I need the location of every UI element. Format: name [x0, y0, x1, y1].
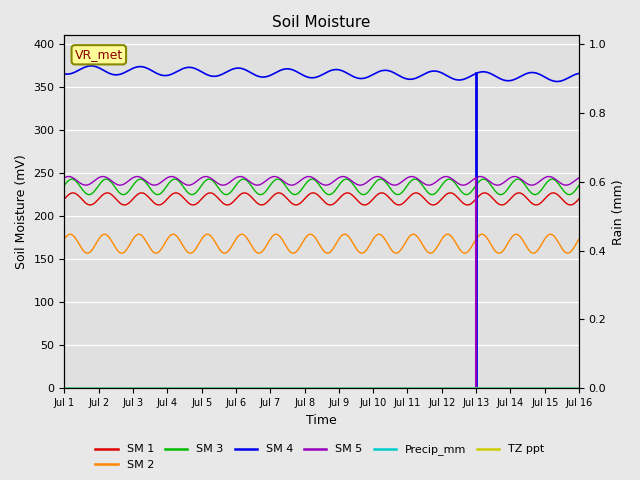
SM 1 — [100, 191, 108, 196]
SM 2 — [575, 236, 583, 242]
SM 2 — [84, 250, 92, 256]
SM 4 — [87, 63, 95, 69]
Precip_mm — [289, 385, 297, 391]
SM 4 — [299, 72, 307, 78]
Line: SM 4: SM 4 — [65, 66, 579, 82]
SM 3 — [61, 182, 68, 188]
TZ ppt — [100, 385, 108, 391]
SM 1 — [299, 198, 307, 204]
SM 5 — [280, 178, 287, 184]
SM 5 — [61, 175, 68, 180]
SM 1 — [69, 190, 77, 196]
Text: VR_met: VR_met — [75, 48, 123, 61]
SM 4 — [100, 68, 108, 74]
SM 2 — [101, 231, 109, 237]
TZ ppt — [353, 385, 361, 391]
Precip_mm — [279, 385, 287, 391]
TZ ppt — [575, 385, 583, 391]
SM 3 — [299, 185, 307, 191]
SM 4 — [575, 71, 583, 76]
X-axis label: Time: Time — [307, 414, 337, 427]
SM 4 — [553, 79, 561, 84]
SM 3 — [279, 179, 287, 185]
TZ ppt — [299, 385, 307, 391]
Line: SM 2: SM 2 — [65, 234, 579, 253]
SM 5 — [290, 182, 298, 188]
SM 2 — [354, 248, 362, 253]
SM 4 — [61, 71, 68, 77]
SM 1 — [566, 202, 574, 208]
SM 3 — [100, 177, 108, 182]
TZ ppt — [61, 385, 68, 391]
SM 2 — [300, 238, 307, 244]
SM 5 — [575, 175, 583, 180]
SM 2 — [61, 236, 68, 242]
SM 4 — [290, 67, 298, 73]
Precip_mm — [122, 385, 129, 391]
TZ ppt — [279, 385, 287, 391]
SM 5 — [100, 174, 108, 180]
SM 2 — [290, 250, 298, 256]
SM 3 — [497, 192, 504, 197]
SM 5 — [300, 176, 307, 181]
SM 3 — [353, 187, 361, 193]
Line: SM 1: SM 1 — [65, 193, 579, 205]
SM 5 — [354, 182, 362, 188]
SM 5 — [185, 182, 193, 188]
TZ ppt — [122, 385, 129, 391]
Line: SM 3: SM 3 — [65, 179, 579, 194]
SM 1 — [575, 196, 583, 202]
SM 3 — [480, 176, 488, 182]
Precip_mm — [100, 385, 108, 391]
SM 1 — [122, 202, 129, 208]
TZ ppt — [289, 385, 297, 391]
Precip_mm — [61, 385, 68, 391]
SM 3 — [575, 182, 583, 188]
SM 2 — [122, 248, 130, 253]
Legend: SM 1, SM 2, SM 3, SM 4, SM 5, Precip_mm, TZ ppt: SM 1, SM 2, SM 3, SM 4, SM 5, Precip_mm,… — [91, 440, 549, 474]
SM 3 — [122, 192, 129, 197]
Precip_mm — [353, 385, 361, 391]
SM 1 — [279, 192, 287, 197]
Line: SM 5: SM 5 — [65, 177, 579, 185]
SM 2 — [280, 239, 287, 244]
SM 4 — [279, 67, 287, 72]
SM 1 — [61, 196, 68, 202]
SM 4 — [354, 75, 362, 81]
Precip_mm — [575, 385, 583, 391]
SM 3 — [289, 192, 297, 197]
SM 5 — [122, 180, 129, 186]
SM 1 — [354, 198, 362, 204]
SM 4 — [122, 69, 129, 75]
Title: Soil Moisture: Soil Moisture — [273, 15, 371, 30]
SM 1 — [290, 202, 298, 207]
Y-axis label: Soil Moisture (mV): Soil Moisture (mV) — [15, 155, 28, 269]
SM 2 — [67, 231, 74, 237]
Y-axis label: Rain (mm): Rain (mm) — [612, 179, 625, 245]
Precip_mm — [299, 385, 307, 391]
SM 5 — [202, 174, 210, 180]
